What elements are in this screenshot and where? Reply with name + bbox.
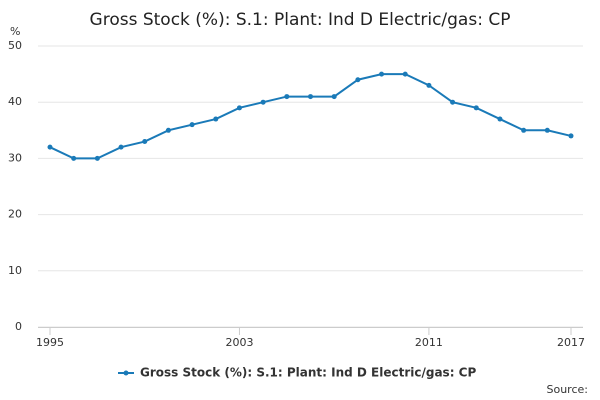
x-tick-label: 2017 xyxy=(557,336,585,349)
point xyxy=(189,122,195,128)
legend-marker xyxy=(123,370,129,376)
source: Source: xyxy=(547,383,589,396)
point xyxy=(379,71,385,77)
chart-title: Gross Stock (%): S.1: Plant: Ind D Elect… xyxy=(90,10,511,30)
point xyxy=(450,99,456,105)
point xyxy=(568,133,574,139)
point xyxy=(355,77,361,83)
point xyxy=(47,144,53,150)
y-axis-label: % xyxy=(10,25,20,38)
point xyxy=(118,144,124,150)
point xyxy=(94,155,100,161)
x-tick-label: 1995 xyxy=(36,336,64,349)
line xyxy=(49,73,572,160)
legend-text: Gross Stock (%): S.1: Plant: Ind D Elect… xyxy=(140,366,476,380)
point xyxy=(284,94,290,100)
y-tick-label: 10 xyxy=(8,264,22,277)
point xyxy=(142,139,148,145)
x-tick-label: 2003 xyxy=(225,336,253,349)
point xyxy=(521,127,527,133)
point xyxy=(260,99,266,105)
point xyxy=(426,82,432,88)
point xyxy=(331,94,337,100)
y-tick-label: 50 xyxy=(8,39,22,52)
y-tick-label: 20 xyxy=(8,208,22,221)
y-tick-label: 0 xyxy=(15,320,22,333)
point xyxy=(213,116,219,122)
x-tick-label: 2011 xyxy=(415,336,443,349)
point xyxy=(71,155,77,161)
point xyxy=(544,127,550,133)
point xyxy=(473,105,479,111)
y-tick-label: 40 xyxy=(8,95,22,108)
point xyxy=(402,71,408,77)
point xyxy=(165,127,171,133)
y-tick-label: 30 xyxy=(8,151,22,164)
point xyxy=(497,116,503,122)
point xyxy=(308,94,313,100)
point xyxy=(236,105,242,111)
